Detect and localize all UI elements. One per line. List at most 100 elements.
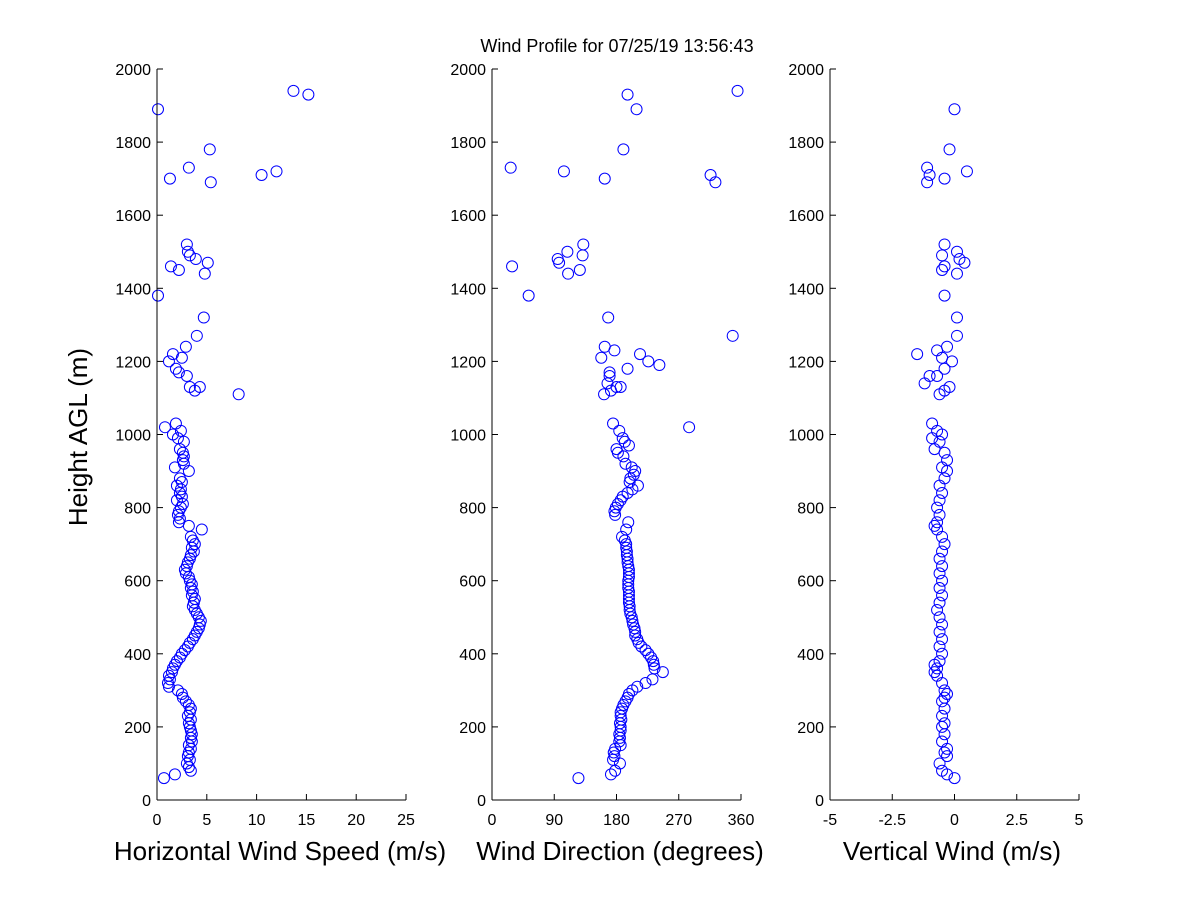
horizontal-wind-speed-data-point: [187, 596, 200, 609]
wind-direction-data-point: [616, 432, 629, 445]
wind-direction-data-point: [504, 161, 517, 174]
horizontal-wind-speed-x-tick-label: 5: [202, 812, 211, 829]
wind-direction-x-tick-label: 270: [665, 812, 692, 829]
horizontal-wind-speed-markers: [151, 84, 315, 785]
horizontal-wind-speed-data-point: [179, 695, 192, 708]
vertical-wind-axes: 0 200 400 600 800 1000 1200 1400 1600 1800 2000 -5 -…: [788, 62, 1083, 829]
wind-direction-data-point: [630, 103, 643, 116]
horizontal-wind-speed-data-point: [171, 508, 184, 521]
horizontal-wind-speed-y-tick-label: 1000: [115, 428, 151, 445]
horizontal-wind-speed-data-point: [180, 238, 193, 251]
horizontal-wind-speed-data-point: [162, 355, 175, 368]
x-axis-label-vertical-wind: Vertical Wind (m/s): [843, 836, 1061, 866]
vertical-wind-data-point: [941, 750, 954, 763]
vertical-wind-data-point: [950, 245, 963, 258]
horizontal-wind-speed-data-point: [182, 161, 195, 174]
horizontal-wind-speed-data-point: [163, 673, 176, 686]
vertical-wind-y-tick-label: 1600: [788, 208, 824, 225]
horizontal-wind-speed-x-tick-label: 25: [397, 812, 415, 829]
vertical-wind-data-point: [926, 417, 939, 430]
wind-direction-data-point: [557, 165, 570, 178]
wind-direction-data-point: [639, 644, 652, 657]
vertical-wind-data-point: [928, 443, 941, 456]
vertical-wind-data-point: [936, 633, 949, 646]
vertical-wind-data-point: [938, 362, 951, 375]
vertical-wind-data-point: [938, 717, 951, 730]
horizontal-wind-speed-data-point: [270, 165, 283, 178]
wind-direction-data-point: [653, 359, 666, 372]
vertical-wind-data-point: [933, 567, 946, 580]
wind-direction-y-tick-label: 1200: [450, 354, 486, 371]
horizontal-wind-speed-data-point: [183, 636, 196, 649]
horizontal-wind-speed-data-point: [173, 486, 186, 499]
wind-direction-data-point: [573, 264, 586, 277]
wind-direction-data-point: [639, 677, 652, 690]
wind-direction-x-tick-label: 0: [488, 812, 497, 829]
horizontal-wind-speed-x-tick-label: 20: [347, 812, 365, 829]
vertical-wind-x-tick-label: 5: [1075, 812, 1084, 829]
vertical-wind-y-tick-label: 200: [797, 720, 824, 737]
wind-direction-data-point: [635, 640, 648, 653]
vertical-wind-data-point: [933, 640, 946, 653]
vertical-wind-data-point: [933, 625, 946, 638]
wind-direction-data-point: [614, 709, 627, 722]
wind-direction-data-point: [609, 508, 622, 521]
horizontal-wind-speed-data-point: [181, 750, 194, 763]
wind-direction-x-tick-label: 90: [545, 812, 563, 829]
wind-direction-data-point: [726, 329, 739, 342]
x-axis-label-wind-direction: Wind Direction (degrees): [476, 836, 764, 866]
wind-direction-data-point: [645, 651, 658, 664]
wind-direction-markers: [504, 84, 744, 785]
horizontal-wind-speed-data-point: [181, 245, 194, 258]
horizontal-wind-speed-data-point: [157, 772, 170, 785]
vertical-wind-data-point: [948, 772, 961, 785]
horizontal-wind-speed-data-point: [193, 380, 206, 393]
vertical-wind-markers: [911, 103, 973, 785]
vertical-wind-data-point: [936, 428, 949, 441]
wind-direction-y-tick-label: 1000: [450, 428, 486, 445]
vertical-wind-data-point: [931, 516, 944, 529]
wind-direction-data-point: [522, 289, 535, 302]
wind-direction-x-tick-label: 180: [603, 812, 630, 829]
horizontal-wind-speed-data-point: [172, 264, 185, 277]
panel-vertical-wind: 0 200 400 600 800 1000 1200 1400 1600 1800 2000 -5 -…: [788, 62, 1083, 866]
horizontal-wind-speed-y-tick-label: 0: [142, 793, 151, 810]
horizontal-wind-speed-y-tick-label: 1400: [115, 281, 151, 298]
vertical-wind-data-point: [933, 582, 946, 595]
wind-direction-data-point: [506, 260, 519, 273]
vertical-wind-data-point: [938, 684, 951, 697]
vertical-wind-data-point: [941, 742, 954, 755]
vertical-wind-data-point: [943, 380, 956, 393]
vertical-wind-data-point: [936, 735, 949, 748]
wind-direction-data-point: [572, 772, 585, 785]
vertical-wind-data-point: [941, 340, 954, 353]
horizontal-wind-speed-data-point: [165, 666, 178, 679]
horizontal-wind-speed-data-point: [175, 688, 188, 701]
vertical-wind-data-point: [938, 260, 951, 273]
horizontal-wind-speed-data-point: [287, 84, 300, 97]
vertical-wind-data-point: [918, 377, 931, 390]
vertical-wind-data-point: [933, 655, 946, 668]
vertical-wind-y-tick-label: 1200: [788, 354, 824, 371]
horizontal-wind-speed-data-point: [178, 644, 191, 657]
horizontal-wind-speed-data-point: [151, 289, 164, 302]
wind-direction-y-tick-label: 0: [477, 793, 486, 810]
horizontal-wind-speed-x-tick-label: 10: [248, 812, 266, 829]
horizontal-wind-speed-y-tick-label: 1800: [115, 135, 151, 152]
vertical-wind-data-point: [936, 264, 949, 277]
wind-direction-data-point: [642, 647, 655, 660]
horizontal-wind-speed-data-point: [169, 362, 182, 375]
vertical-wind-data-point: [933, 479, 946, 492]
horizontal-wind-speed-y-tick-label: 2000: [115, 62, 151, 79]
horizontal-wind-speed-data-point: [182, 698, 195, 711]
vertical-wind-data-point: [938, 691, 951, 704]
wind-direction-data-point: [648, 662, 661, 675]
horizontal-wind-speed-data-point: [163, 172, 176, 185]
wind-direction-y-tick-label: 600: [459, 574, 486, 591]
vertical-wind-data-point: [931, 344, 944, 357]
vertical-wind-x-tick-label: 0: [950, 812, 959, 829]
wind-direction-data-point: [623, 476, 636, 489]
panel-horizontal-wind-speed: 0 200 400 600 800 1000 1200 1400 1600 1800 2000 0 5 1…: [114, 62, 446, 866]
horizontal-wind-speed-data-point: [182, 519, 195, 532]
vertical-wind-data-point: [936, 486, 949, 499]
